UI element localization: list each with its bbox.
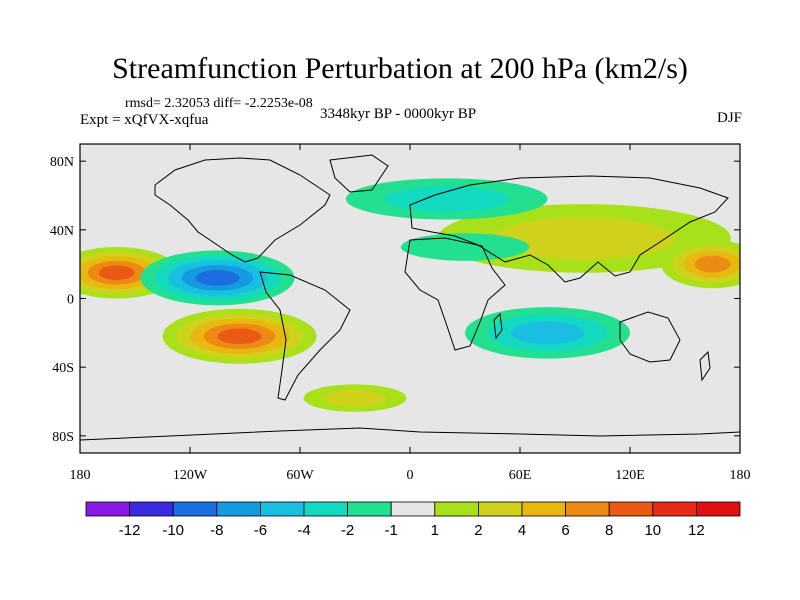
- y-tick-label: 40S: [52, 361, 74, 376]
- x-tick-label: 60E: [509, 468, 532, 483]
- rmsd-diff-label: rmsd= 2.32053 diff= -2.2253e-08: [125, 96, 313, 111]
- colorbar-swatch: [259, 501, 305, 517]
- colorbar-label: -4: [297, 522, 310, 539]
- colorbar-label: -12: [119, 522, 141, 539]
- colorbar-swatch: [434, 501, 479, 517]
- anomaly-7: [345, 178, 548, 220]
- period-label: 3348kyr BP - 0000kyr BP: [320, 106, 477, 122]
- colorbar-swatch: [216, 501, 261, 517]
- anomaly-1: [80, 247, 179, 299]
- x-tick-label: 180: [730, 468, 751, 483]
- anomaly-5-band-4: [694, 255, 731, 273]
- colorbar-label: 4: [518, 522, 526, 539]
- season-label: DJF: [716, 110, 742, 126]
- colorbar-swatch: [390, 501, 436, 517]
- x-tick-label: 0: [407, 468, 414, 483]
- colorbar-swatch: [172, 501, 218, 517]
- colorbar-swatch: [129, 501, 174, 517]
- x-tick-label: 180: [70, 468, 91, 483]
- colorbar-label: -8: [210, 522, 223, 539]
- anomaly-1-band-5: [98, 265, 135, 281]
- y-tick-label: 80S: [52, 430, 74, 445]
- experiment-label: Expt = xQfVX-xqfua: [80, 112, 209, 128]
- anomaly-2: [162, 308, 317, 364]
- y-tick-label: 80N: [50, 155, 74, 170]
- colorbar-swatch: [303, 501, 348, 517]
- colorbar-swatch: [565, 501, 610, 517]
- anomaly-9-band-2: [323, 389, 387, 407]
- anomaly-3-band-5: [195, 270, 240, 286]
- colorbar-swatch: [85, 501, 130, 517]
- anomaly-4-band-2: [493, 217, 675, 260]
- chart-title: Streamfunction Perturbation at 200 hPa (…: [112, 52, 688, 85]
- anomaly-6-band-3: [510, 321, 585, 345]
- colorbar-label: 1: [431, 522, 439, 539]
- colorbar-label: 6: [561, 522, 569, 539]
- colorbar-label: -1: [385, 522, 398, 539]
- anomaly-7-band-2: [384, 186, 509, 212]
- anomaly-9: [303, 384, 407, 412]
- anomaly-8: [400, 233, 530, 261]
- x-tick-label: 120W: [173, 468, 208, 483]
- anomaly-2-band-5: [217, 328, 262, 345]
- colorbar-swatch: [477, 501, 523, 517]
- colorbar-label: -6: [254, 522, 267, 539]
- anomaly-8-band-1: [400, 233, 530, 261]
- x-tick-label: 60W: [286, 468, 314, 483]
- anomaly-3: [140, 250, 295, 306]
- colorbar-label: 12: [688, 522, 705, 539]
- anomaly-5: [661, 240, 740, 289]
- colorbar: -12 -10 -8 -6 -4 -2 -1 1 2 4 6 8 10 12: [85, 501, 741, 539]
- x-axis: 180 120W 60W 0 60E 120E 180: [70, 144, 751, 483]
- colorbar-swatch: [608, 501, 654, 517]
- colorbar-swatch: [521, 501, 566, 517]
- colorbar-label: 2: [474, 522, 482, 539]
- y-tick-label: 0: [67, 293, 74, 308]
- colorbar-swatch: [696, 501, 741, 517]
- y-tick-label: 40N: [50, 224, 74, 239]
- colorbar-swatch: [652, 501, 697, 517]
- colorbar-swatch: [347, 501, 392, 517]
- colorbar-label: -2: [341, 522, 354, 539]
- colorbar-label: 8: [605, 522, 613, 539]
- coastlines: [80, 154, 740, 441]
- x-tick-label: 120E: [615, 468, 645, 483]
- y-axis: 80N 40N 0 40S 80S: [50, 155, 740, 445]
- anomaly-6: [465, 307, 630, 359]
- colorbar-label: 10: [644, 522, 661, 539]
- colorbar-label: -10: [162, 522, 184, 539]
